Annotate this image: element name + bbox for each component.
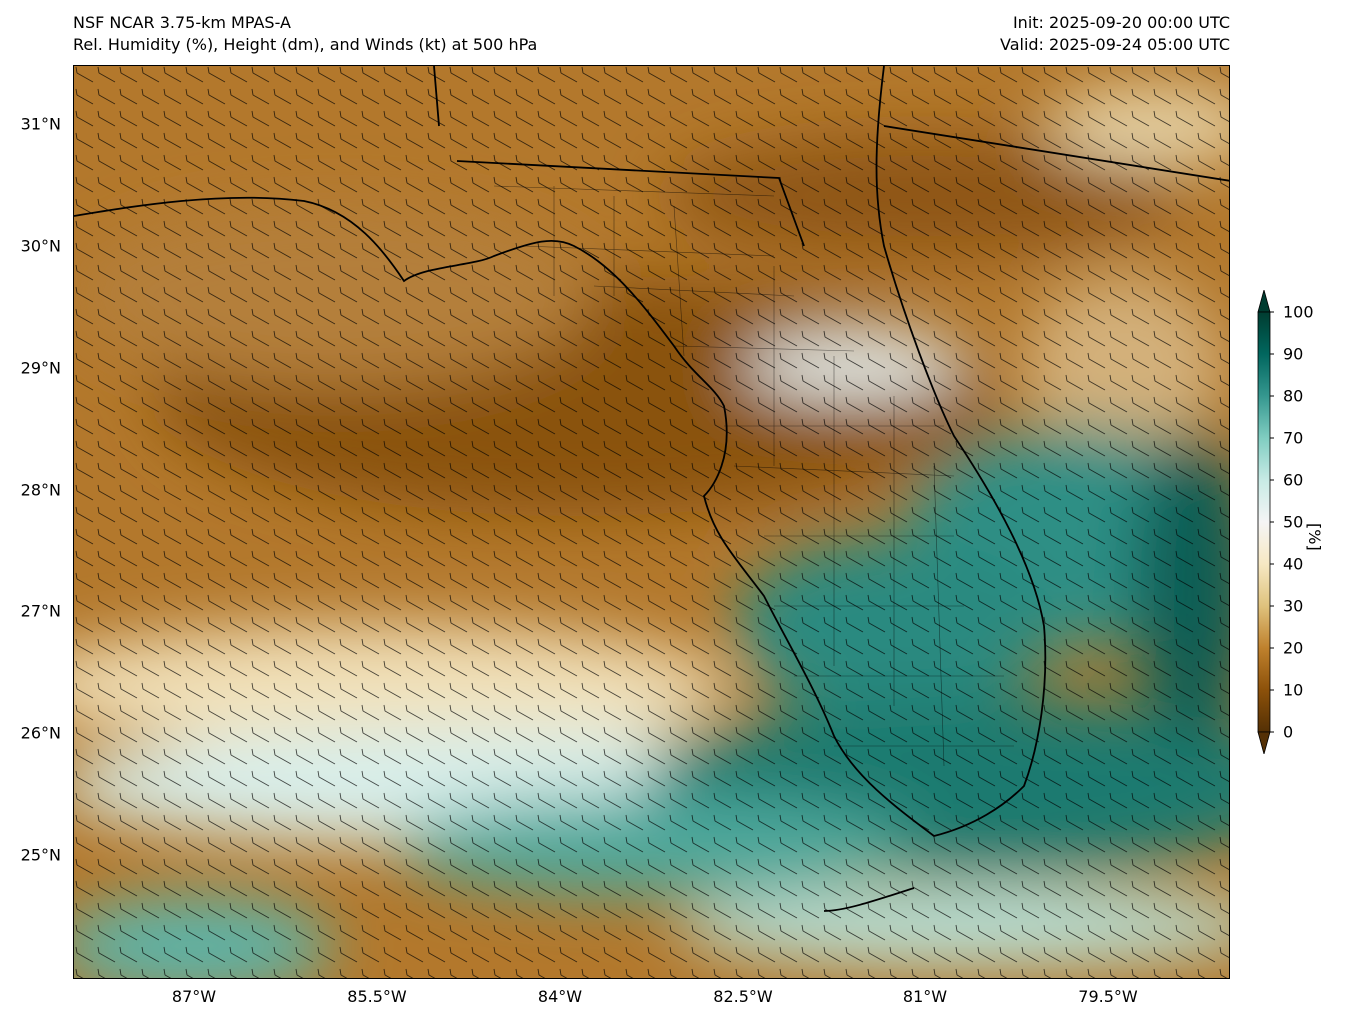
county-lines <box>493 185 1014 767</box>
colorbar-tick: 40 <box>1283 554 1304 574</box>
colorbar-title: [%] <box>1305 523 1324 551</box>
lat-label: 31°N <box>20 114 61 134</box>
colorbar-tick: 90 <box>1283 344 1304 364</box>
lat-label: 25°N <box>20 845 61 865</box>
map-canvas <box>74 66 1229 978</box>
map-panel[interactable] <box>73 65 1230 979</box>
colorbar-tick: 100 <box>1283 302 1314 322</box>
lon-label: 87°W <box>171 987 217 1006</box>
time-block: Init: 2025-09-20 00:00 UTC Valid: 2025-0… <box>1000 12 1230 56</box>
colorbar-tick: 30 <box>1283 596 1304 616</box>
colorbar-tick: 80 <box>1283 386 1304 406</box>
lon-label: 82.5°W <box>713 987 773 1006</box>
lon-label: 85.5°W <box>347 987 407 1006</box>
colorbar-tick: 0 <box>1283 722 1294 742</box>
lat-label: 26°N <box>20 723 61 743</box>
lat-label: 30°N <box>20 236 61 256</box>
model-title: NSF NCAR 3.75-km MPAS-A <box>73 13 291 32</box>
colorbar-tick: 10 <box>1283 680 1304 700</box>
colorbar <box>1257 290 1274 754</box>
valid-time: Valid: 2025-09-24 05:00 UTC <box>999 35 1230 54</box>
lon-label: 84°W <box>537 987 583 1006</box>
init-time: Init: 2025-09-20 00:00 UTC <box>1012 13 1230 32</box>
colorbar-tick: 60 <box>1283 470 1304 490</box>
coastline-florida <box>74 66 1229 912</box>
field-subtitle: Rel. Humidity (%), Height (dm), and Wind… <box>73 35 538 54</box>
lat-label: 28°N <box>20 480 61 500</box>
lon-label: 81°W <box>902 987 948 1006</box>
colorbar-tick: 20 <box>1283 638 1304 658</box>
title-block: NSF NCAR 3.75-km MPAS-A Rel. Humidity (%… <box>73 12 537 56</box>
lat-label: 27°N <box>20 601 61 621</box>
colorbar-tick: 50 <box>1283 512 1304 532</box>
lat-label: 29°N <box>20 358 61 378</box>
colorbar-tick: 70 <box>1283 428 1304 448</box>
lon-label: 79.5°W <box>1078 987 1138 1006</box>
wind-barbs <box>74 66 1229 978</box>
